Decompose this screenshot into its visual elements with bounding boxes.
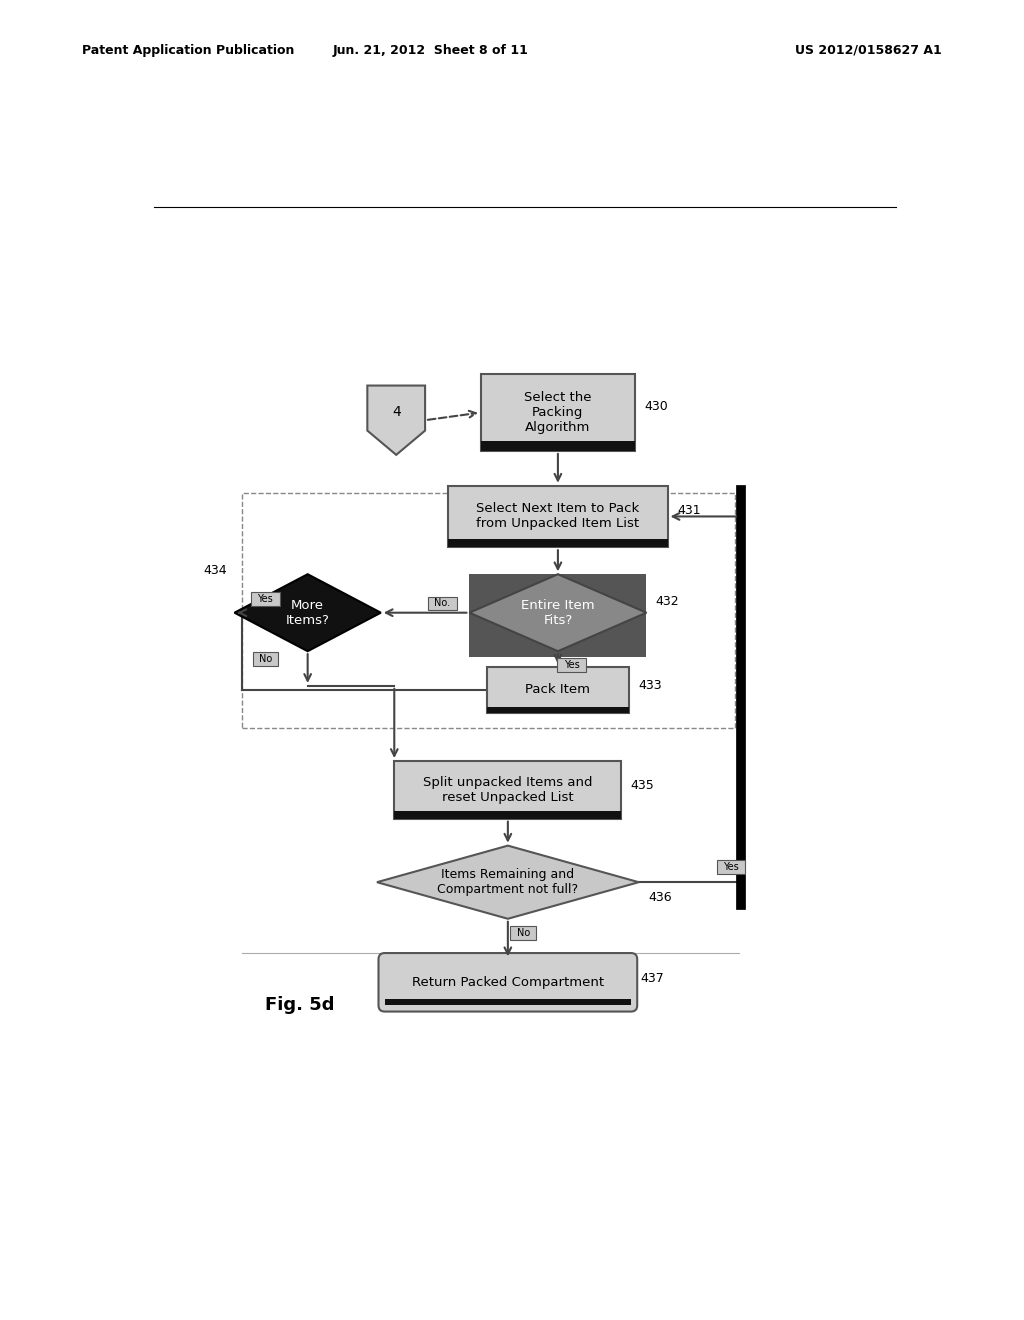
Text: 433: 433 [638, 680, 662, 693]
Text: Patent Application Publication: Patent Application Publication [82, 44, 294, 57]
Text: Items Remaining and
Compartment not full?: Items Remaining and Compartment not full… [437, 869, 579, 896]
Text: Yes: Yes [723, 862, 739, 871]
FancyBboxPatch shape [717, 859, 745, 874]
FancyBboxPatch shape [486, 667, 629, 713]
Text: US 2012/0158627 A1: US 2012/0158627 A1 [796, 44, 942, 57]
FancyBboxPatch shape [481, 441, 635, 451]
FancyBboxPatch shape [379, 953, 637, 1011]
Text: Select the
Packing
Algorithm: Select the Packing Algorithm [524, 391, 592, 434]
Text: More
Items?: More Items? [286, 599, 330, 627]
FancyBboxPatch shape [510, 925, 537, 940]
FancyBboxPatch shape [481, 374, 635, 451]
Text: Split unpacked Items and
reset Unpacked List: Split unpacked Items and reset Unpacked … [423, 776, 593, 804]
FancyBboxPatch shape [394, 812, 622, 818]
Text: Entire Item
Fits?: Entire Item Fits? [521, 599, 595, 627]
Polygon shape [377, 846, 639, 919]
FancyBboxPatch shape [253, 652, 278, 665]
Polygon shape [234, 574, 381, 651]
Text: Select Next Item to Pack
from Unpacked Item List: Select Next Item to Pack from Unpacked I… [476, 503, 640, 531]
FancyBboxPatch shape [449, 486, 668, 548]
FancyBboxPatch shape [486, 706, 629, 713]
Text: 434: 434 [204, 564, 227, 577]
Text: 432: 432 [655, 594, 679, 607]
Text: Fig. 5d: Fig. 5d [265, 997, 335, 1014]
Text: 4: 4 [392, 405, 400, 420]
Text: No: No [517, 928, 529, 937]
FancyBboxPatch shape [385, 999, 631, 1006]
Text: 430: 430 [644, 400, 668, 413]
Text: Yes: Yes [564, 660, 580, 671]
FancyBboxPatch shape [428, 597, 457, 610]
Text: Yes: Yes [257, 594, 273, 603]
Text: Pack Item: Pack Item [525, 684, 591, 696]
FancyBboxPatch shape [251, 591, 280, 606]
Text: 437: 437 [640, 972, 664, 985]
Text: 436: 436 [648, 891, 672, 904]
Text: No: No [259, 653, 272, 664]
Text: No.: No. [434, 598, 451, 609]
Polygon shape [469, 574, 646, 651]
FancyBboxPatch shape [557, 659, 587, 672]
Text: 435: 435 [631, 779, 654, 792]
FancyBboxPatch shape [449, 540, 668, 548]
Polygon shape [368, 385, 425, 455]
Text: Return Packed Compartment: Return Packed Compartment [412, 975, 604, 989]
Text: 431: 431 [677, 504, 700, 517]
FancyBboxPatch shape [394, 760, 622, 818]
Text: Jun. 21, 2012  Sheet 8 of 11: Jun. 21, 2012 Sheet 8 of 11 [332, 44, 528, 57]
FancyBboxPatch shape [469, 574, 646, 657]
